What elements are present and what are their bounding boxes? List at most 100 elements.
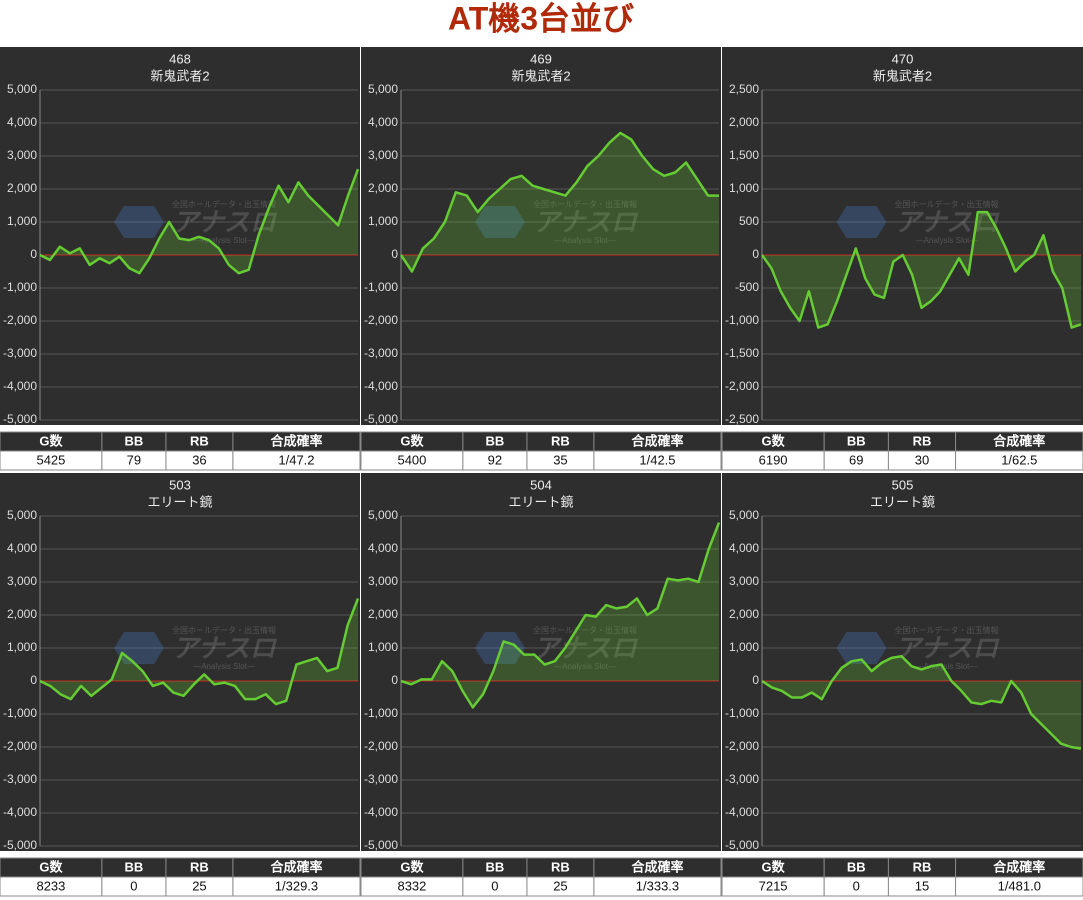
table-value: 6190 (759, 452, 788, 467)
table-header: BB (486, 859, 505, 874)
y-tick-label: -5,000 (364, 412, 398, 426)
area (401, 132, 719, 272)
y-tick-label: 3,000 (7, 148, 37, 162)
y-tick-label: 5,000 (729, 508, 759, 522)
area (762, 656, 1081, 749)
y-tick-label: 0 (391, 673, 398, 687)
y-tick-label: 2,000 (368, 181, 398, 195)
y-tick-label: 500 (739, 214, 759, 228)
table-value: 8332 (397, 878, 426, 893)
chart-subtitle: 新鬼武者2 (873, 68, 932, 83)
table-value: 92 (488, 452, 502, 467)
table-value: 69 (849, 452, 863, 467)
y-tick-label: -2,000 (725, 379, 759, 393)
watermark-logo (475, 206, 525, 238)
table-cell (593, 876, 722, 897)
y-tick-label: 4,000 (7, 541, 37, 555)
table-value: 1/62.5 (1001, 452, 1037, 467)
watermark-logo (836, 632, 887, 664)
line (761, 655, 1082, 750)
y-tick-label: -3,000 (364, 346, 398, 360)
y-tick-label: 0 (391, 247, 398, 261)
y-tick-label: 2,000 (7, 181, 37, 195)
table-value: 1/333.3 (636, 878, 679, 893)
y-tick-label: 2,000 (368, 607, 398, 621)
y-tick-label: -2,000 (364, 739, 398, 753)
y-tick-label: 2,500 (729, 82, 759, 96)
y-tick-label: -1,000 (725, 706, 759, 720)
table-header: G数 (400, 433, 424, 448)
y-tick-label: 1,000 (7, 640, 37, 654)
y-tick-label: -1,000 (3, 706, 37, 720)
chart-title: 469 (530, 51, 552, 66)
table-value: 1/481.0 (998, 878, 1041, 893)
table-cell (232, 876, 361, 897)
panel (0, 473, 360, 851)
y-tick-label: -4,000 (364, 805, 398, 819)
y-tick-label: -1,000 (3, 280, 37, 294)
table-value: 7215 (759, 878, 788, 893)
y-tick-label: -4,000 (3, 379, 37, 393)
chart-title: 470 (892, 51, 914, 66)
table-header: BB (125, 433, 144, 448)
area (401, 522, 719, 708)
watermark-tagline: —Analysis Slot— (554, 236, 616, 245)
y-tick-label: -2,000 (364, 313, 398, 327)
y-tick-label: -3,000 (364, 772, 398, 786)
table-header: 合成確率 (631, 433, 683, 448)
table-header: BB (486, 433, 505, 448)
panel (361, 47, 721, 425)
watermark-caption: 全国ホールデータ・出玉情報 (895, 199, 999, 209)
y-tick-label: -2,000 (725, 739, 759, 753)
table-value: 30 (915, 452, 929, 467)
watermark-tagline: —Analysis Slot— (193, 236, 255, 245)
watermark-tagline: —Analysis Slot— (193, 662, 255, 671)
table-header: 合成確率 (270, 433, 322, 448)
table-cell (955, 876, 1083, 897)
chart-title: 468 (169, 51, 191, 66)
y-tick-label: 4,000 (7, 115, 37, 129)
y-tick-label: 3,000 (368, 574, 398, 588)
panel (722, 473, 1083, 851)
area (40, 598, 358, 705)
table-value: 0 (130, 878, 137, 893)
y-tick-label: 1,000 (729, 181, 759, 195)
table-value: 25 (553, 878, 567, 893)
table-value: 0 (853, 878, 860, 893)
watermark-caption: 全国ホールデータ・出玉情報 (895, 625, 999, 635)
watermark-logo (114, 206, 164, 238)
y-tick-label: 0 (30, 247, 37, 261)
line (399, 131, 719, 273)
y-tick-label: 3,000 (729, 574, 759, 588)
table-header: 合成確率 (993, 433, 1045, 448)
chart-subtitle: エリート鏡 (508, 494, 573, 509)
panel (0, 47, 360, 425)
y-tick-label: 2,000 (7, 607, 37, 621)
y-tick-label: -4,000 (364, 379, 398, 393)
watermark-caption: 全国ホールデータ・出玉情報 (172, 199, 276, 209)
line (39, 168, 360, 275)
table-cell (955, 450, 1083, 471)
table-cell (593, 450, 722, 471)
table-header: BB (847, 859, 866, 874)
watermark-tagline: —Analysis Slot— (916, 662, 978, 671)
y-tick-label: -5,000 (364, 838, 398, 852)
y-tick-label: -3,000 (3, 346, 37, 360)
watermark-tagline: —Analysis Slot— (916, 236, 978, 245)
table-header: G数 (762, 433, 786, 448)
table-header: RB (913, 859, 932, 874)
y-tick-label: 5,000 (7, 508, 37, 522)
watermark-brand: アナスロ (533, 207, 638, 237)
table-value: 36 (192, 452, 206, 467)
y-tick-label: -4,000 (3, 805, 37, 819)
y-tick-label: -5,000 (725, 838, 759, 852)
y-tick-label: 3,000 (368, 148, 398, 162)
table-header: BB (125, 859, 144, 874)
table-value: 0 (491, 878, 498, 893)
area (40, 169, 358, 274)
table-cell (232, 450, 361, 471)
table-header: 合成確率 (270, 859, 322, 874)
table-header: BB (847, 433, 866, 448)
table-value: 5400 (397, 452, 426, 467)
watermark-caption: 全国ホールデータ・出玉情報 (533, 625, 637, 635)
